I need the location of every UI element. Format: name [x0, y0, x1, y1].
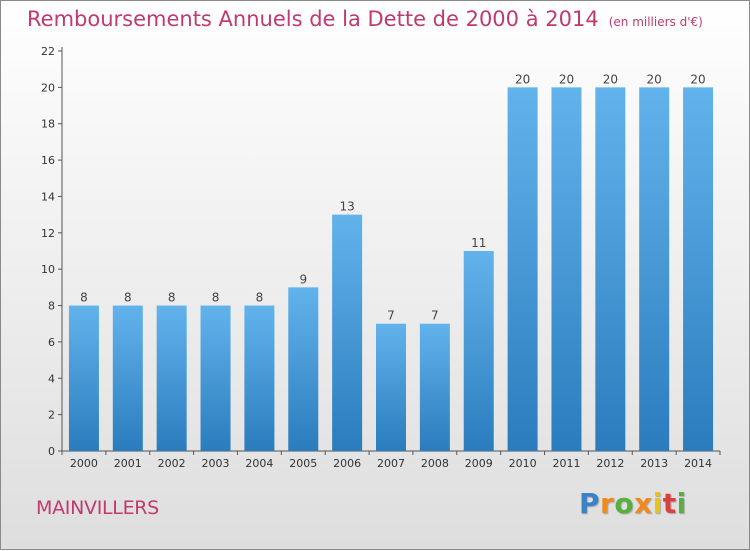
x-tick-label: 2008	[421, 457, 449, 470]
y-tick-label: 18	[41, 118, 55, 131]
y-tick-label: 0	[48, 445, 55, 458]
x-tick-label: 2014	[684, 457, 712, 470]
y-tick-label: 14	[41, 190, 55, 203]
y-tick-label: 2	[48, 409, 55, 422]
x-tick-label: 2004	[245, 457, 273, 470]
y-tick-label: 20	[41, 81, 55, 94]
bar-2007	[376, 323, 406, 451]
x-tick-label: 2010	[509, 457, 537, 470]
proxiti-logo: Proxiti	[579, 487, 687, 520]
x-tick-label: 2009	[465, 457, 493, 470]
y-tick-label: 6	[48, 336, 55, 349]
chart-unit: (en milliers d'€)	[608, 15, 703, 29]
bar-2003	[200, 305, 231, 451]
y-tick-label: 22	[41, 45, 55, 58]
x-tick-label: 2006	[333, 457, 361, 470]
data-label: 20	[690, 72, 705, 86]
bar-2010	[507, 87, 538, 451]
bar-2008	[419, 323, 450, 451]
bar-2005	[288, 287, 319, 451]
bar-2002	[156, 305, 187, 451]
data-label: 8	[124, 291, 132, 305]
y-tick-label: 8	[48, 300, 55, 313]
x-tick-label: 2007	[377, 457, 405, 470]
x-tick-label: 2013	[640, 457, 668, 470]
bar-2001	[112, 305, 143, 451]
bar-2013	[639, 87, 670, 451]
data-label: 13	[339, 200, 354, 214]
y-tick-label: 4	[48, 372, 55, 385]
bar-2014	[683, 87, 714, 451]
data-label: 11	[471, 236, 486, 250]
x-tick-label: 2012	[596, 457, 624, 470]
bars	[68, 87, 714, 451]
chart-title-text: Remboursements Annuels de la Dette de 20…	[27, 7, 599, 31]
bar-2006	[332, 214, 363, 451]
x-tick-label: 2011	[552, 457, 580, 470]
x-tick-label: 2003	[202, 457, 230, 470]
data-label: 20	[515, 72, 530, 86]
data-label: 8	[256, 291, 264, 305]
y-tick-label: 12	[41, 227, 55, 240]
bar-2012	[595, 87, 626, 451]
x-tick-label: 2000	[70, 457, 98, 470]
data-label: 7	[431, 309, 439, 323]
y-tick-label: 16	[41, 154, 55, 167]
x-tick-label: 2005	[289, 457, 317, 470]
axes: 0 2 4 6 8 10 12 14 16 18 20 22 2000 2001 2002 2003 2004 2…	[41, 45, 721, 470]
data-label: 8	[212, 291, 220, 305]
data-label: 8	[168, 291, 176, 305]
y-tick-label: 10	[41, 263, 55, 276]
data-label: 20	[603, 72, 618, 86]
data-label: 9	[299, 272, 307, 286]
x-tick-label: 2001	[114, 457, 142, 470]
bar-2011	[551, 87, 582, 451]
data-labels: 8 8 8 8 8 9 13 7 7 11 20 20 20 20 20	[80, 72, 706, 322]
bar-2004	[244, 305, 275, 451]
chart-title: Remboursements Annuels de la Dette de 20…	[27, 7, 703, 31]
data-label: 7	[387, 309, 395, 323]
bar-2009	[463, 251, 494, 451]
data-label: 8	[80, 291, 88, 305]
data-label: 20	[559, 72, 574, 86]
location-name: MAINVILLERS	[36, 497, 159, 519]
bar-2000	[68, 305, 99, 451]
x-tick-label: 2002	[158, 457, 186, 470]
data-label: 20	[647, 72, 662, 86]
